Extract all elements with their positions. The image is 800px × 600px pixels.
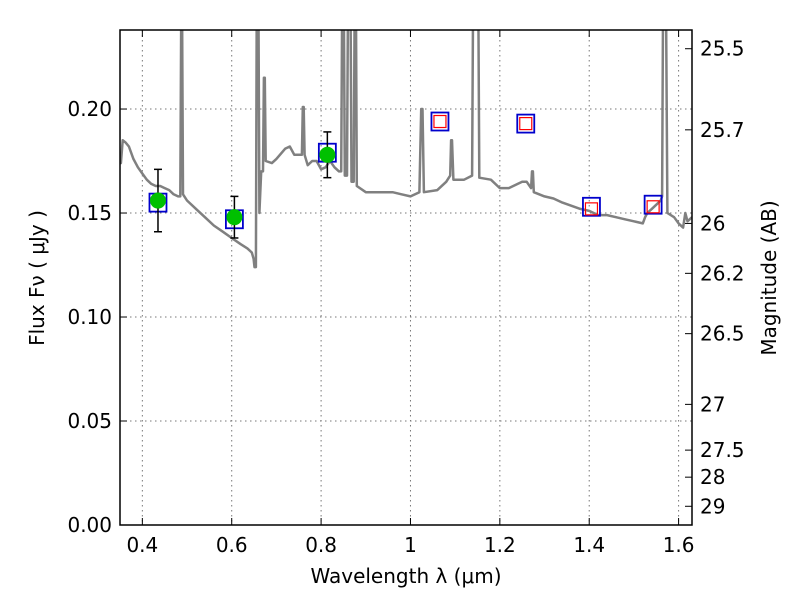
x-tick-label: 1.4 <box>573 533 605 557</box>
plot-frame <box>119 29 693 526</box>
upper-limit-marker <box>584 202 599 216</box>
right-tick-label: 27.5 <box>700 438 745 462</box>
right-tick-label: 26 <box>700 211 725 235</box>
model-flux-box <box>430 111 450 132</box>
right-tick-label: 25.5 <box>700 37 745 61</box>
model-flux-box <box>516 113 536 134</box>
right-tick-label: 26.2 <box>700 261 745 285</box>
x-tick-label: 1.2 <box>484 533 516 557</box>
upper-limit-marker <box>433 114 447 129</box>
x-tick-label: 1 <box>404 533 417 557</box>
right-tick-label: 26.5 <box>700 322 745 346</box>
right-tick-label: 25.7 <box>700 118 745 142</box>
x-tick-label: 0.8 <box>305 533 337 557</box>
x-tick-label: 0.6 <box>216 533 248 557</box>
model-flux-box <box>643 194 663 215</box>
y-axis-right-label: Magnitude (AB) <box>757 200 781 355</box>
x-tick-label: 1.6 <box>663 533 695 557</box>
upper-limit-marker <box>519 116 533 131</box>
right-tick-label: 29 <box>700 494 725 518</box>
observed-point <box>226 209 243 226</box>
observed-point <box>319 146 336 163</box>
y-tick-label: 0.20 <box>67 97 112 121</box>
y-tick-label: 0.05 <box>67 409 112 433</box>
upper-limit-marker <box>646 200 660 214</box>
right-tick-label: 28 <box>700 465 725 489</box>
right-tick-label: 27 <box>700 392 725 416</box>
sed-model-line <box>120 30 692 269</box>
y-tick-label: 0.15 <box>67 201 112 225</box>
grid-layer <box>120 30 692 526</box>
tick-layer: 0.4 0.6 0.8 1 1.2 1.4 1.6 0.00 0.05 0.10 0.15 0.20 2… <box>67 30 745 557</box>
x-tick-label: 0.4 <box>126 533 158 557</box>
observed-point <box>149 192 166 209</box>
model-curve-layer <box>120 30 692 269</box>
x-axis-label: Wavelength λ (μm) <box>310 564 501 588</box>
y-tick-label: 0.00 <box>67 513 112 537</box>
model-flux-box <box>582 196 601 217</box>
y-axis-label: Flux Fν ( μJy ) <box>25 210 49 346</box>
y-tick-label: 0.10 <box>67 305 112 329</box>
marker-layer <box>148 111 663 239</box>
